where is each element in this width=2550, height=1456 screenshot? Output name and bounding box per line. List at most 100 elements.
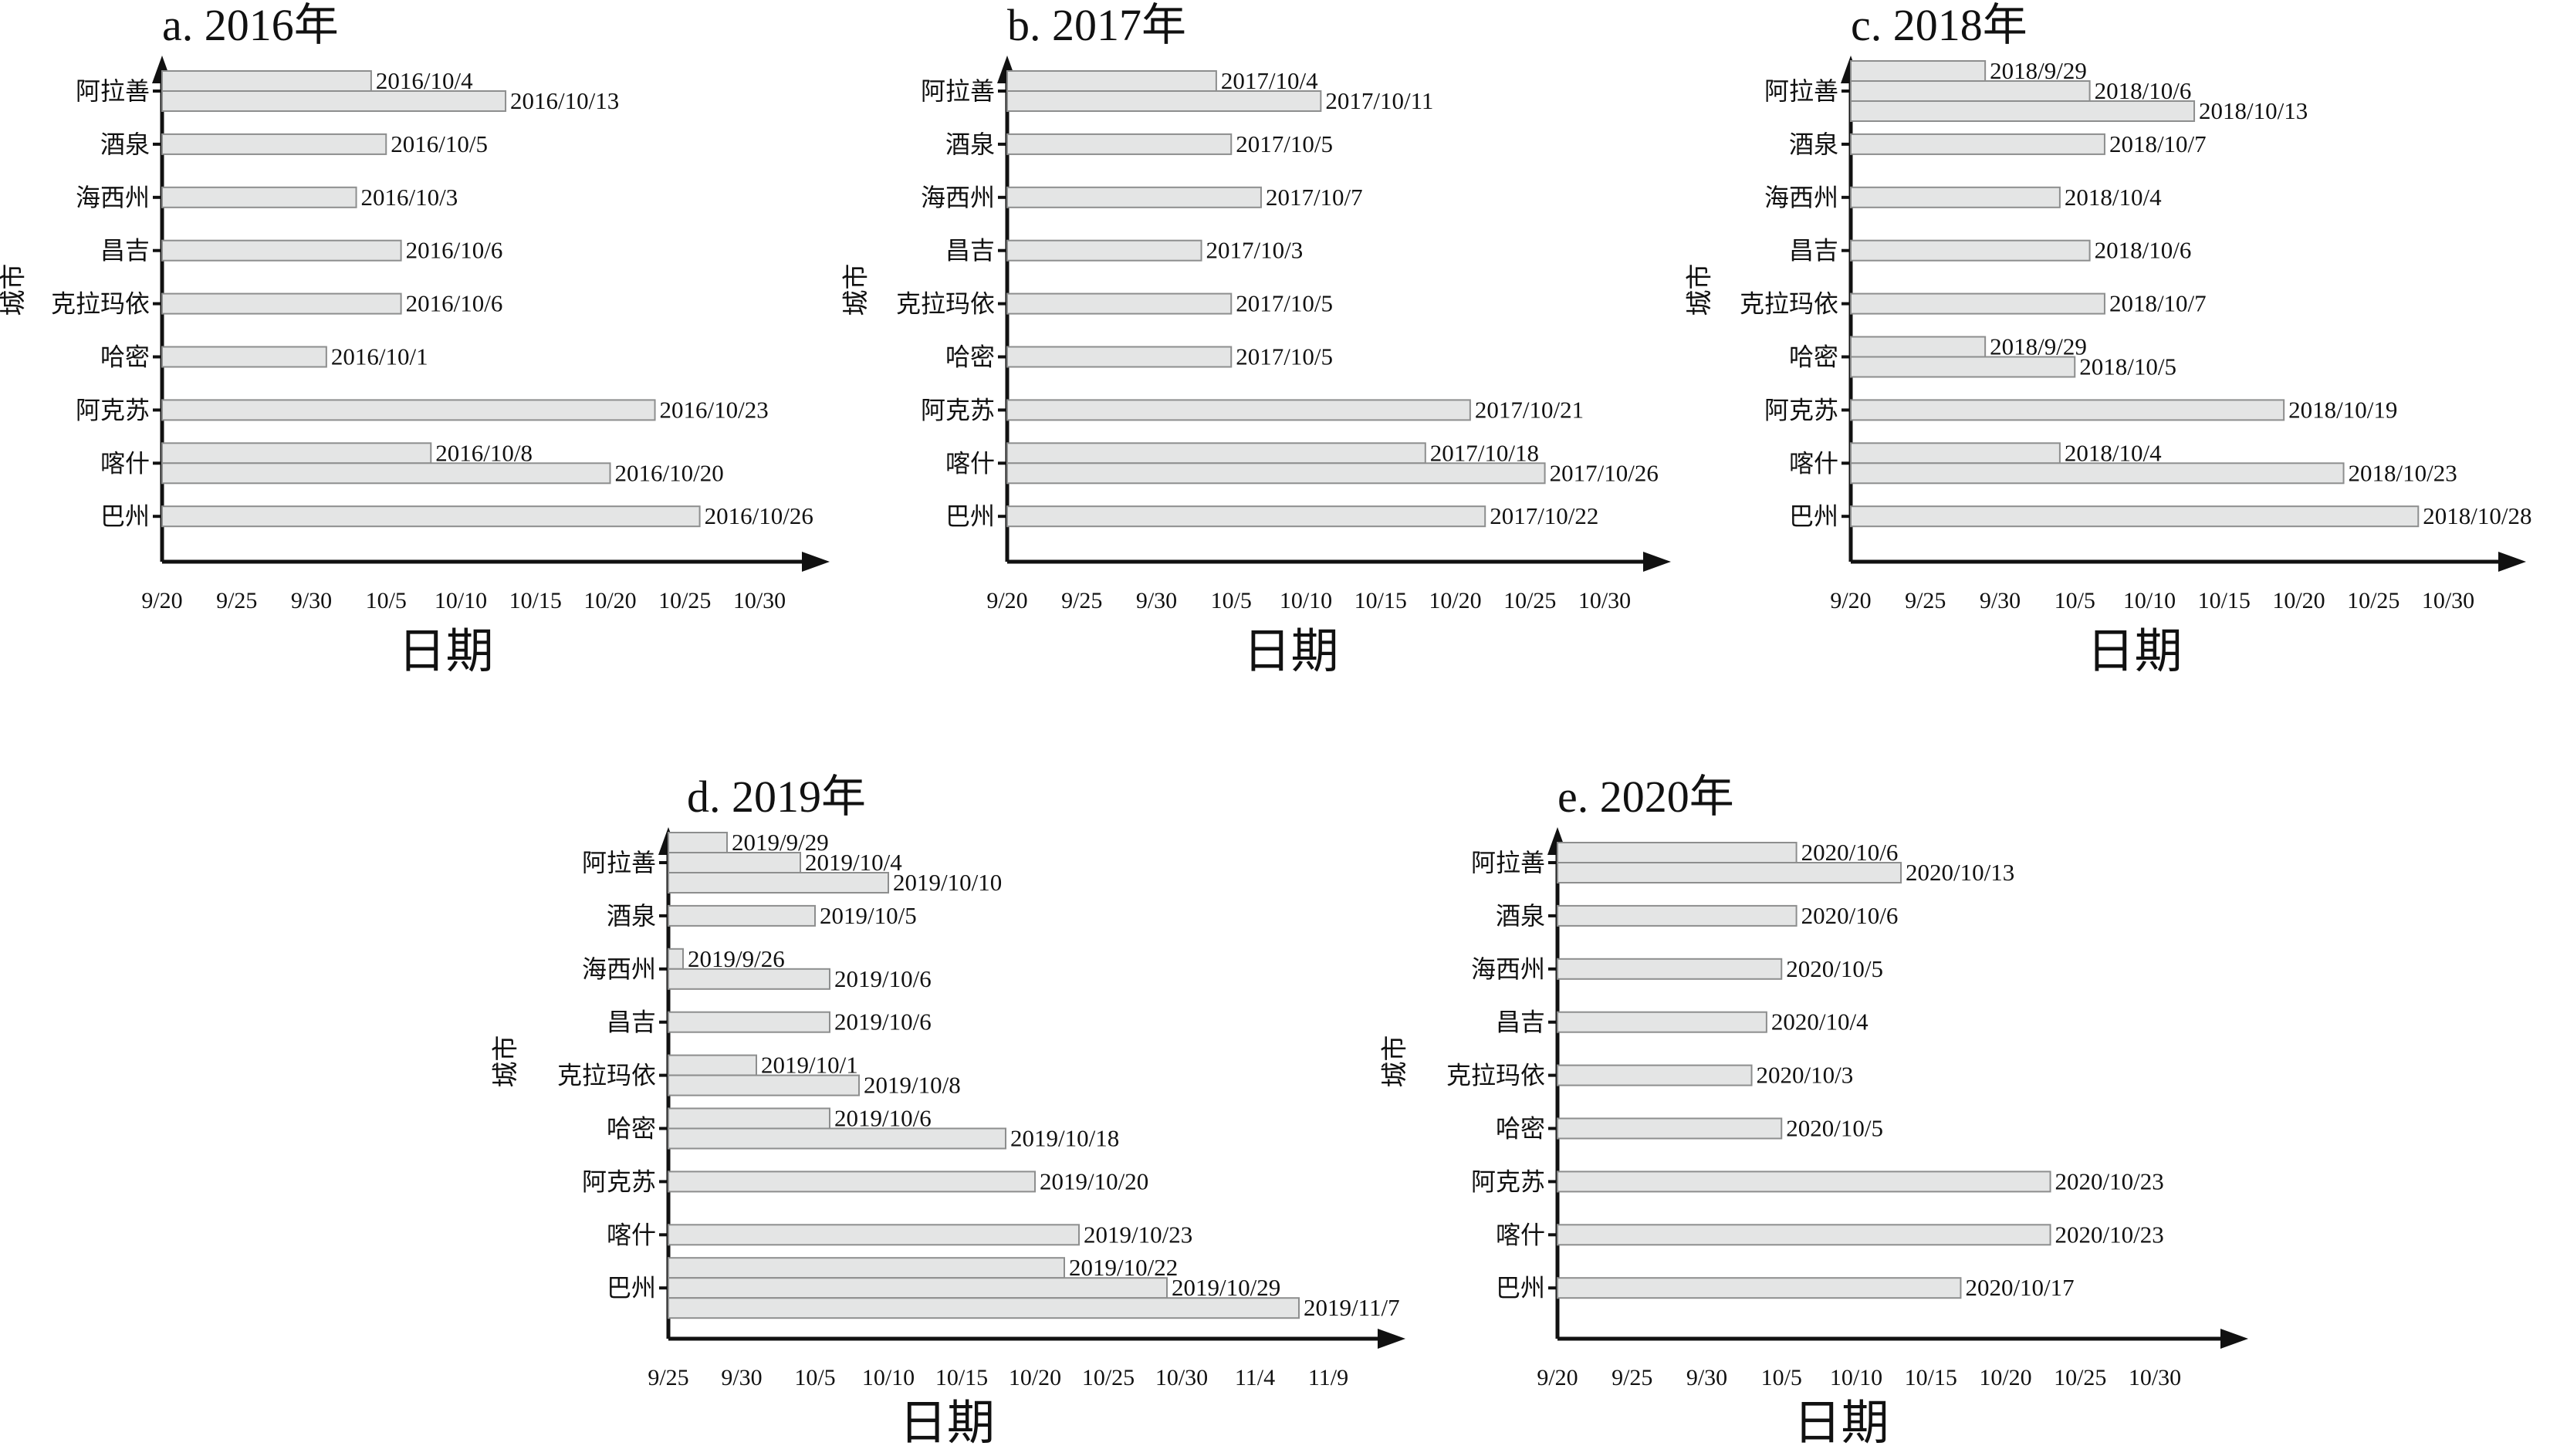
- date-bar: [668, 852, 801, 873]
- x-tick-label: 10/20: [2272, 588, 2325, 613]
- x-tick-label: 9/20: [1537, 1365, 1578, 1390]
- date-bar: [668, 1011, 830, 1033]
- x-tick-label: 11/4: [1235, 1365, 1275, 1390]
- date-label: 2018/10/28: [2423, 502, 2531, 529]
- chart-panel-2016: a. 2016年 9/20 9/25 9/30 10/5 10/10 10/15 10/20 1…: [0, 0, 849, 698]
- x-tick-label: 10/5: [794, 1365, 835, 1390]
- chart-title: b. 2017年: [1007, 0, 1186, 50]
- date-bar: [1850, 80, 2091, 102]
- date-label: 2017/10/5: [1236, 130, 1333, 157]
- date-label: 2020/10/13: [1906, 859, 2014, 886]
- date-bar: [1557, 1224, 2051, 1246]
- city-label: 阿克苏: [921, 396, 995, 424]
- date-label: 2020/10/4: [1771, 1008, 1869, 1035]
- x-tick-label: 10/5: [366, 588, 407, 613]
- date-label: 2016/10/20: [615, 459, 724, 486]
- date-label: 2016/10/8: [435, 439, 533, 466]
- date-label: 2019/10/6: [834, 1008, 932, 1035]
- date-bar: [1006, 70, 1217, 92]
- city-label: 喀什: [1496, 1221, 1545, 1248]
- date-label: 2017/10/4: [1221, 67, 1318, 94]
- date-label: 2019/10/6: [834, 1105, 932, 1132]
- x-tick-label: 10/15: [1905, 1365, 1957, 1390]
- chart-title: e. 2020年: [1557, 772, 1734, 822]
- date-bar: [1006, 186, 1262, 208]
- date-bar: [161, 399, 656, 421]
- city-label: 哈密: [100, 343, 150, 371]
- chart-title: c. 2018年: [1851, 0, 2027, 50]
- city-label: 海西州: [582, 955, 656, 983]
- city-label: 巴州: [1496, 1274, 1545, 1302]
- x-axis-title: 日期: [398, 626, 494, 678]
- city-label: 酒泉: [1496, 902, 1545, 930]
- x-tick-label: 9/30: [1686, 1365, 1727, 1390]
- date-label: 2018/10/7: [2109, 130, 2207, 157]
- x-tick-label: 10/25: [1082, 1365, 1135, 1390]
- chart-svg-2016: a. 2016年 9/20 9/25 9/30 10/5 10/10 10/15 10/20 1…: [0, 0, 830, 678]
- date-label: 2018/10/13: [2199, 97, 2308, 124]
- x-tick-label: 10/10: [435, 588, 487, 613]
- city-label: 海西州: [1764, 184, 1838, 211]
- date-bar: [1557, 958, 1783, 980]
- date-label: 2018/10/6: [2095, 237, 2192, 264]
- date-bar: [161, 70, 372, 92]
- date-bar: [1557, 1011, 1767, 1033]
- date-label: 2017/10/18: [1430, 439, 1539, 466]
- y-axis-title: 城市: [842, 264, 871, 316]
- x-tick-label: 10/5: [1211, 588, 1252, 613]
- x-tick-label: 10/20: [1429, 588, 1481, 613]
- y-axis-title: 城市: [0, 264, 29, 316]
- date-bar: [1557, 1117, 1783, 1140]
- date-label: 2020/10/23: [2055, 1167, 2164, 1194]
- date-bar: [1006, 399, 1471, 421]
- date-label: 2020/10/23: [2055, 1221, 2164, 1248]
- date-bar: [668, 1224, 1080, 1246]
- date-label: 2018/10/4: [2065, 439, 2162, 466]
- date-bar: [1850, 239, 2091, 262]
- city-label: 昌吉: [100, 237, 150, 265]
- date-bar: [1006, 462, 1546, 485]
- date-label: 2018/10/7: [2109, 290, 2207, 317]
- date-bar: [668, 1297, 1300, 1319]
- city-label: 酒泉: [607, 902, 656, 930]
- date-label: 2019/11/7: [1304, 1294, 1400, 1321]
- x-tick-label: 9/25: [1612, 1365, 1652, 1390]
- date-label: 2019/10/23: [1084, 1221, 1192, 1248]
- date-label: 2018/10/5: [2079, 353, 2176, 380]
- date-label: 2020/10/5: [1786, 1115, 1883, 1142]
- date-bar: [161, 346, 327, 368]
- x-tick-label: 9/25: [216, 588, 257, 613]
- x-tick-label: 10/15: [935, 1365, 988, 1390]
- x-axis-arrow: [1643, 552, 1671, 572]
- city-label: 阿克苏: [1471, 1167, 1545, 1195]
- date-bar: [1850, 442, 2061, 465]
- city-label: 阿拉善: [1764, 77, 1838, 105]
- date-label: 2017/10/26: [1550, 459, 1659, 486]
- date-label: 2020/10/6: [1801, 839, 1899, 866]
- date-bar: [1850, 462, 2345, 485]
- x-tick-label: 10/25: [658, 588, 711, 613]
- date-label: 2018/10/19: [2288, 396, 2397, 423]
- city-label: 昌吉: [1789, 237, 1838, 265]
- date-label: 2019/9/29: [732, 829, 829, 856]
- date-label: 2020/10/17: [1965, 1274, 2074, 1301]
- chart-title: d. 2019年: [687, 772, 866, 822]
- x-tick-label: 10/10: [1280, 588, 1332, 613]
- x-axis-arrow: [2498, 552, 2526, 572]
- date-bar: [161, 505, 701, 528]
- x-tick-label: 10/15: [1354, 588, 1407, 613]
- city-label: 海西州: [921, 184, 995, 211]
- date-bar: [668, 872, 889, 894]
- date-bar: [668, 1074, 860, 1096]
- x-tick-label: 9/20: [141, 588, 182, 613]
- date-bar: [1557, 1064, 1753, 1086]
- city-label: 克拉玛依: [1446, 1062, 1545, 1089]
- x-tick-label: 10/25: [1503, 588, 1556, 613]
- x-tick-label: 10/25: [2347, 588, 2400, 613]
- city-label: 阿拉善: [76, 77, 150, 105]
- date-bar: [161, 186, 357, 208]
- date-bar: [1557, 842, 1798, 863]
- x-tick-label: 9/25: [648, 1365, 688, 1390]
- x-tick-label: 9/30: [1136, 588, 1177, 613]
- date-bar: [668, 832, 728, 853]
